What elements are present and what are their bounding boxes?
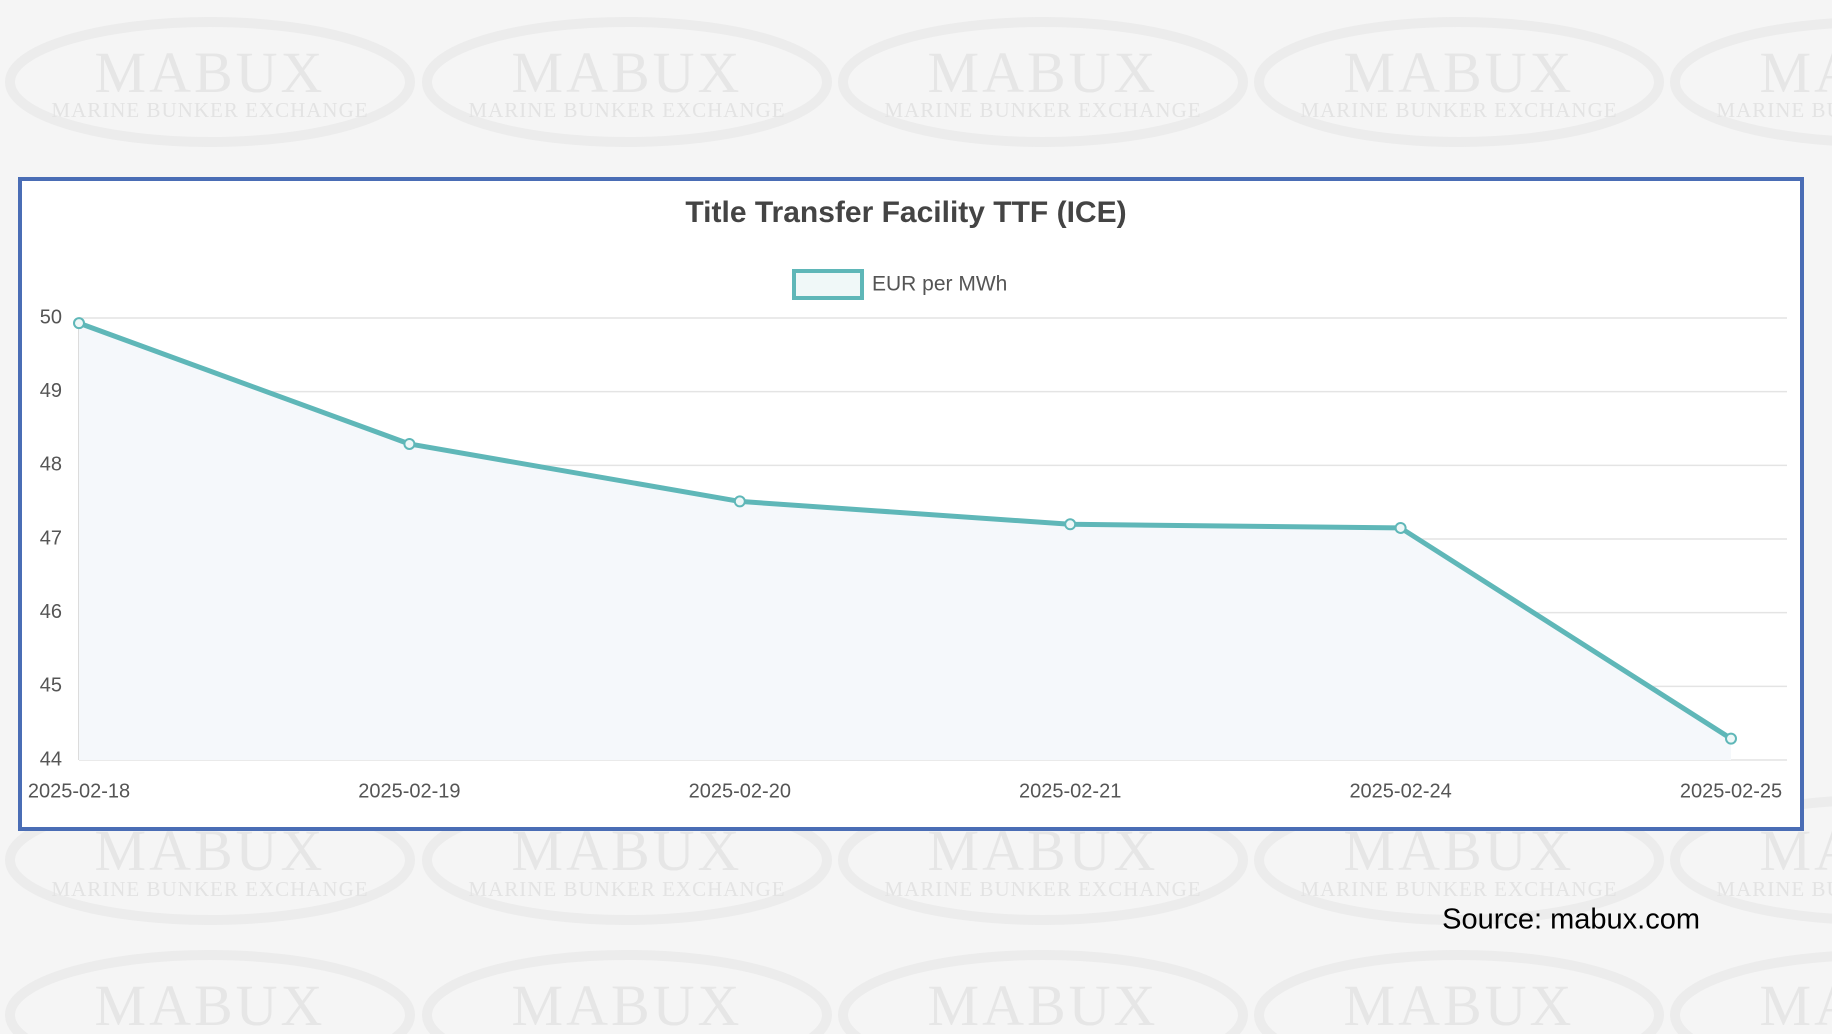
y-tick-label: 47 xyxy=(40,527,62,549)
watermark-logo: MABUX xyxy=(1344,973,1575,1034)
source-note: Source: mabux.com xyxy=(1442,904,1700,936)
line xyxy=(78,320,1733,741)
y-tick-label: 44 xyxy=(40,748,62,770)
x-tick-label: 2025-02-25 xyxy=(1680,780,1782,802)
watermark-swoosh xyxy=(5,17,415,147)
watermark-logo: MABUX xyxy=(512,973,743,1034)
watermark-swoosh xyxy=(1670,18,1832,146)
watermark-tagline: MARINE BUNKER EXCHANGE xyxy=(51,877,368,901)
y-tick-label: 46 xyxy=(40,601,62,623)
y-tick-label: 49 xyxy=(40,380,62,402)
y-tick-label: 50 xyxy=(40,306,62,328)
watermark-logo: MABUX xyxy=(928,973,1159,1034)
x-tick-label: 2025-02-24 xyxy=(1349,780,1451,802)
watermark-tagline: MARINE BUNKER EXCHANGE xyxy=(884,98,1201,122)
watermark-tagline: MARINE BUNKER EXCHANGE xyxy=(51,98,368,122)
plot: 44 45 46 47 48 49 50 2025-02-18 2025-02-19 2025-0… xyxy=(28,269,1787,802)
watermark-logo: MABUX xyxy=(928,40,1159,105)
watermark-tagline: MARINE BUNKER EXCHANGE xyxy=(468,98,785,122)
point xyxy=(1064,518,1077,531)
chart-title: Title Transfer Facility TTF (ICE) xyxy=(685,196,1126,229)
watermark-tagline: MARINE BUNKER EXCHANGE xyxy=(1300,98,1617,122)
x-tick-label: 2025-02-21 xyxy=(1019,780,1121,802)
watermark-tagline: MARINE BUNKER EXCHANGE xyxy=(1716,877,1832,901)
watermark-swoosh xyxy=(1670,796,1832,924)
watermark-swoosh xyxy=(838,17,1248,147)
watermark-swoosh xyxy=(838,950,1248,1034)
watermark-logo: MABUX xyxy=(95,973,326,1034)
point xyxy=(733,495,746,508)
point xyxy=(73,317,85,330)
watermark-swoosh xyxy=(1254,17,1664,147)
watermark-swoosh xyxy=(422,950,832,1034)
legend-label: EUR per MWh xyxy=(872,273,1007,296)
watermark-logo: MABUX xyxy=(1760,973,1832,1034)
x-tick-label: 2025-02-20 xyxy=(689,780,791,802)
watermark-swoosh xyxy=(1670,951,1832,1034)
x-tick-label: 2025-02-18 xyxy=(28,780,130,802)
watermark-swoosh xyxy=(5,950,415,1034)
y-tick-label: 45 xyxy=(40,675,62,697)
watermark-tagline: MARINE BUNKER EXCHANGE xyxy=(1300,877,1617,901)
watermark-swoosh xyxy=(1254,950,1664,1034)
watermark-tagline: MARINE BUNKER EXCHANGE xyxy=(468,877,785,901)
y-tick-label: 48 xyxy=(40,454,62,476)
watermark-tagline: MARINE BUNKER EXCHANGE xyxy=(884,877,1201,901)
point xyxy=(1394,521,1407,534)
watermark-logo: MABUX xyxy=(1344,40,1575,105)
x-tick-label: 2025-02-19 xyxy=(358,780,460,802)
watermark-logo: MABUX xyxy=(95,40,326,105)
watermark-logo: MABUX xyxy=(512,40,743,105)
legend-swatch xyxy=(792,269,864,300)
area xyxy=(79,323,1731,760)
point xyxy=(1725,732,1737,745)
watermark-swoosh xyxy=(422,17,832,147)
point xyxy=(403,437,416,450)
watermark-logo: MABUX xyxy=(1760,40,1832,105)
watermark-tagline: MARINE BUNKER EXCHANGE xyxy=(1716,98,1832,122)
